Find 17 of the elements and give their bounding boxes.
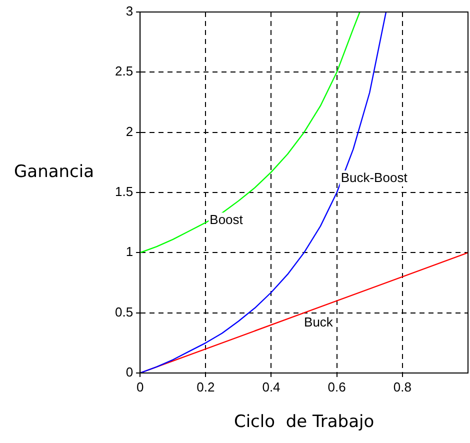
x-axis-title: Ciclo de Trabajo	[234, 412, 374, 432]
x-tick-label: 0.8	[393, 379, 412, 394]
x-tick-label: 0.4	[262, 379, 280, 394]
y-axis-title: Ganancia	[14, 162, 94, 182]
y-tick-label: 3	[126, 4, 134, 19]
x-tick-label: 0.6	[328, 379, 346, 394]
x-tick-label: 0.2	[196, 379, 215, 394]
x-tick-label: 0	[136, 379, 144, 394]
series-label: Boost	[210, 212, 244, 228]
y-tick-label: 2.5	[114, 64, 134, 79]
y-tick-label: 0	[126, 364, 134, 380]
series-label: Buck	[304, 314, 334, 330]
series-label: Buck-Boost	[340, 170, 408, 186]
y-tick-label: 1	[126, 244, 134, 260]
y-tick-label: 0.5	[114, 304, 134, 320]
y-tick-label: 2	[126, 124, 134, 139]
y-tick-label: 1.5	[114, 184, 134, 200]
